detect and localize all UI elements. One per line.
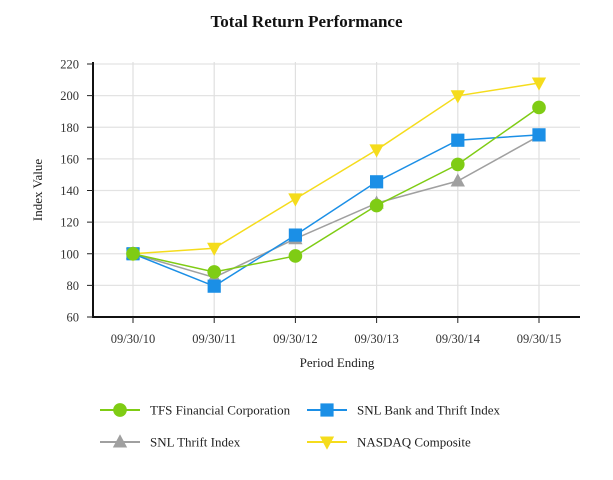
series-tfs-financial-corporation xyxy=(132,106,540,273)
y-tick-label: 60 xyxy=(67,311,80,325)
series-line xyxy=(132,135,540,279)
markers-tfs-financial-corporation xyxy=(126,100,546,279)
markers-nasdaq-composite xyxy=(125,77,547,262)
data-point xyxy=(288,228,302,242)
y-tick-label: 120 xyxy=(60,216,79,230)
y-axis-title: Index Value xyxy=(30,159,45,221)
data-point xyxy=(288,249,303,263)
x-tick-label: 09/30/10 xyxy=(111,332,155,346)
series-group xyxy=(125,77,547,293)
series-line xyxy=(132,134,540,288)
series-snl-bank-and-thrift-index xyxy=(132,134,540,288)
data-point xyxy=(451,133,465,147)
y-tick-label: 100 xyxy=(60,247,79,261)
data-point xyxy=(450,173,465,187)
x-tick-label: 09/30/11 xyxy=(192,332,236,346)
series-line xyxy=(132,106,540,273)
y-tick-label: 140 xyxy=(60,184,79,198)
legend-item: NASDAQ Composite xyxy=(307,435,471,450)
legend: TFS Financial Corporation SNL Bank and Th… xyxy=(100,403,500,450)
legend-label: SNL Bank and Thrift Index xyxy=(357,403,500,418)
x-tick-label: 09/30/15 xyxy=(517,332,561,346)
data-point xyxy=(288,193,303,207)
markers-snl-bank-and-thrift-index xyxy=(126,128,546,293)
legend-marker-triangle-down-icon xyxy=(319,436,335,450)
chart-title: Total Return Performance xyxy=(210,12,403,31)
legend-marker-square-icon xyxy=(320,403,334,417)
legend-marker-triangle-up-icon xyxy=(112,434,128,448)
data-point xyxy=(370,175,384,189)
y-tick-label: 200 xyxy=(60,89,79,103)
series-line xyxy=(132,82,540,255)
data-point xyxy=(126,246,140,261)
x-tick-label: 09/30/13 xyxy=(354,332,398,346)
data-point xyxy=(532,128,546,142)
legend-item: TFS Financial Corporation xyxy=(100,403,291,418)
x-axis-title: Period Ending xyxy=(300,355,375,370)
data-point xyxy=(369,198,384,213)
data-point xyxy=(450,157,465,172)
y-tick-label: 80 xyxy=(67,279,80,293)
y-axis-ticks: 60 80 100 120 140 160 180 200 220 xyxy=(60,58,93,325)
y-tick-label: 180 xyxy=(60,121,79,135)
series-snl-thrift-index xyxy=(132,135,540,279)
series-nasdaq-composite xyxy=(132,82,540,255)
data-point xyxy=(532,100,546,115)
legend-marker-circle-icon xyxy=(113,403,127,417)
data-point xyxy=(207,279,221,293)
data-point xyxy=(207,265,222,279)
gridlines xyxy=(93,62,580,317)
x-tick-label: 09/30/12 xyxy=(273,332,317,346)
y-tick-label: 220 xyxy=(60,58,79,72)
data-point xyxy=(369,144,384,158)
markers-snl-thrift-index xyxy=(125,128,547,283)
legend-label: SNL Thrift Index xyxy=(150,435,241,450)
legend-label: NASDAQ Composite xyxy=(357,435,471,450)
data-point xyxy=(207,242,222,256)
legend-label: TFS Financial Corporation xyxy=(150,403,291,418)
legend-item: SNL Thrift Index xyxy=(100,434,241,450)
data-point xyxy=(531,77,547,91)
legend-item: SNL Bank and Thrift Index xyxy=(307,403,500,418)
x-tick-label: 09/30/14 xyxy=(436,332,481,346)
x-axis-ticks: 09/30/10 09/30/11 09/30/12 09/30/13 09/30/14… xyxy=(111,317,561,346)
y-tick-label: 160 xyxy=(60,152,79,166)
data-point xyxy=(450,90,465,104)
